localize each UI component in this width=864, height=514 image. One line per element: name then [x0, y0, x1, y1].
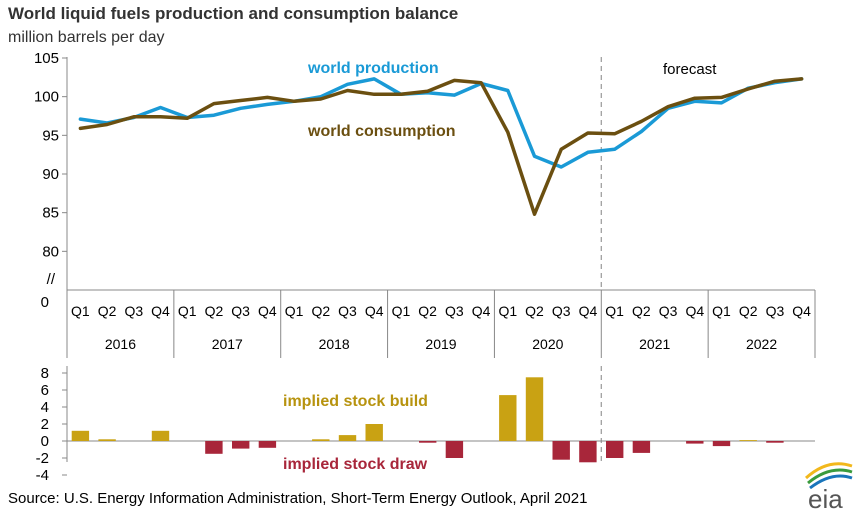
stock-build-bar: [71, 430, 90, 441]
implied-stock-build-label: implied stock build: [283, 393, 428, 410]
quarter-label: Q1: [285, 303, 304, 319]
bottom-y-tick-label: -2: [36, 450, 49, 467]
quarter-label: Q2: [525, 303, 544, 319]
chart-subtitle: million barrels per day: [8, 29, 165, 46]
quarter-label: Q2: [739, 303, 758, 319]
stock-build-bar: [98, 439, 116, 441]
quarter-label: Q4: [579, 303, 598, 319]
top-y-tick-label: 80: [42, 243, 59, 260]
quarter-label: Q4: [258, 303, 277, 319]
world-consumption-label: world consumption: [307, 123, 456, 140]
chart-title: World liquid fuels production and consum…: [8, 4, 458, 23]
stock-draw-bar: [258, 441, 277, 448]
stock-draw-bar: [686, 441, 704, 444]
stock-build-bar: [499, 395, 517, 441]
year-label: 2019: [425, 336, 456, 352]
eia-logo: eia: [804, 462, 853, 514]
logo-arc-yellow: [804, 462, 853, 480]
world-production-label: world production: [307, 60, 439, 77]
quarter-label: Q2: [98, 303, 117, 319]
bottom-y-tick-label: 2: [41, 416, 49, 433]
bottom-y-tick-label: 8: [41, 365, 49, 382]
stock-build-bar: [338, 435, 357, 441]
quarter-label: Q3: [445, 303, 464, 319]
stock-draw-bar: [606, 441, 624, 458]
quarter-label: Q3: [552, 303, 571, 319]
year-label: 2018: [319, 336, 350, 352]
bottom-y-tick-label: 6: [41, 382, 49, 399]
bottom-y-tick-label: 0: [41, 433, 49, 450]
stock-build-bar: [151, 430, 170, 441]
stock-build-bar: [312, 439, 330, 441]
quarter-label: Q1: [71, 303, 90, 319]
stock-draw-bar: [445, 441, 464, 458]
top-y-zero-label: 0: [41, 294, 49, 311]
series-lines: [78, 77, 804, 216]
quarter-label: Q1: [178, 303, 197, 319]
top-y-axis: 105 100 95 90 85 80 // 0: [34, 50, 68, 311]
quarter-label: Q1: [712, 303, 731, 319]
top-y-tick-label: 95: [42, 127, 59, 144]
source-note: Source: U.S. Energy Information Administ…: [8, 490, 587, 507]
stock-draw-bar: [712, 441, 731, 447]
bottom-y-tick-label: 4: [41, 399, 49, 416]
stock-draw-bar: [579, 441, 597, 463]
quarter-label: Q4: [365, 303, 384, 319]
quarter-label: Q4: [685, 303, 704, 319]
stock-draw-bar: [232, 441, 250, 449]
quarter-label: Q3: [338, 303, 357, 319]
eia-logo-text: eia: [808, 484, 843, 514]
quarter-label: Q4: [151, 303, 170, 319]
stock-draw-bar: [205, 441, 223, 454]
logo-arc-green: [807, 468, 853, 485]
quarter-label: Q2: [632, 303, 651, 319]
stock-change-bars: [71, 377, 784, 463]
year-label: 2022: [746, 336, 777, 352]
stock-build-bar: [739, 440, 757, 441]
year-label: 2021: [639, 336, 670, 352]
quarter-label: Q4: [472, 303, 491, 319]
stock-draw-bar: [419, 441, 437, 443]
stock-build-bar: [365, 424, 383, 441]
quarter-label: Q3: [659, 303, 678, 319]
top-y-tick-label: 90: [42, 166, 59, 183]
quarter-label: Q1: [498, 303, 517, 319]
year-label: 2020: [532, 336, 563, 352]
stock-draw-bar: [766, 441, 784, 443]
quarter-label: Q3: [231, 303, 250, 319]
stock-draw-bar: [552, 441, 570, 460]
quarter-label: Q1: [392, 303, 411, 319]
quarter-label: Q4: [792, 303, 811, 319]
bottom-y-tick-label: -4: [36, 467, 49, 484]
top-x-axis: Q1 Q2 Q3 Q4 Q1 Q2 Q3 Q4 Q1 Q2 Q3 Q4 Q1 Q2 Q3 Q4 Q1 Q2 Q3 Q4…: [66, 289, 816, 358]
quarter-label: Q2: [311, 303, 330, 319]
top-y-tick-label: 85: [42, 205, 59, 222]
logo-arc-blue: [809, 474, 853, 490]
top-y-tick-label: 105: [34, 50, 59, 67]
quarter-label: Q2: [418, 303, 437, 319]
year-label: 2017: [212, 336, 243, 352]
year-label: 2016: [105, 336, 136, 352]
top-y-tick-label: 100: [34, 89, 59, 106]
world-consumption-line: [78, 77, 804, 216]
stock-build-bar: [525, 377, 544, 442]
axis-break-mark: //: [47, 271, 56, 288]
quarter-label: Q2: [205, 303, 224, 319]
quarter-label: Q3: [124, 303, 143, 319]
quarter-label: Q1: [605, 303, 624, 319]
quarter-label: Q3: [766, 303, 785, 319]
world-production-line: [78, 77, 804, 169]
stock-draw-bar: [632, 441, 651, 453]
implied-stock-draw-label: implied stock draw: [283, 456, 428, 473]
forecast-label: forecast: [663, 61, 717, 78]
